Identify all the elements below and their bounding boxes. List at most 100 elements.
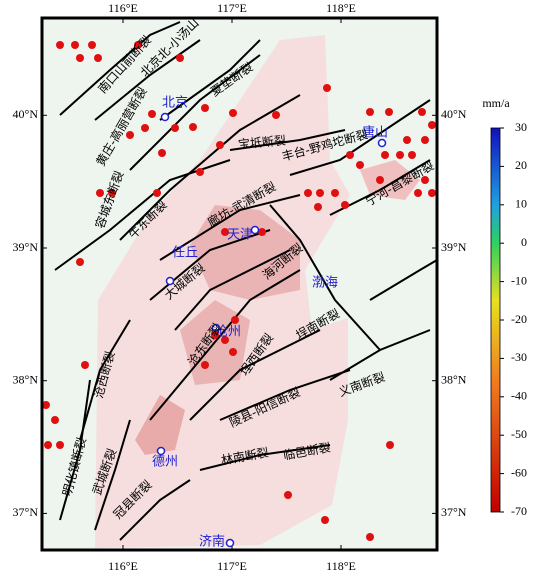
station-dot xyxy=(386,441,394,449)
city-label: 唐山 xyxy=(362,125,388,141)
colorbar-label: 0 xyxy=(521,235,527,249)
subsidence-area xyxy=(135,395,185,455)
station-dot xyxy=(304,189,312,197)
city-marker xyxy=(156,446,166,456)
station-dot xyxy=(428,121,436,129)
colorbar xyxy=(490,127,501,513)
station-dot xyxy=(376,176,384,184)
lon-label: 118°E xyxy=(326,1,356,15)
city-marker xyxy=(211,323,221,333)
colorbar-label: -20 xyxy=(511,312,527,326)
city-label: 北京 xyxy=(162,96,188,111)
map-frame xyxy=(40,16,439,552)
station-dot xyxy=(211,331,219,339)
station-dot xyxy=(44,441,52,449)
city-label: 济南 xyxy=(199,534,225,550)
subsidence-area xyxy=(190,205,300,300)
city-label: 任丘 xyxy=(172,246,198,261)
sea-label: 渤海 xyxy=(312,275,338,291)
station-dot xyxy=(216,141,224,149)
station-dot xyxy=(346,151,354,159)
city-label: 天津 xyxy=(227,228,253,243)
station-dot xyxy=(134,41,142,49)
station-dot xyxy=(201,104,209,112)
fault-lines xyxy=(54,21,438,541)
station-dot xyxy=(385,108,393,116)
station-dot xyxy=(396,151,404,159)
station-dot xyxy=(88,41,96,49)
lat-label: 39°N xyxy=(441,240,467,254)
station-dot xyxy=(201,361,209,369)
station-dot xyxy=(158,149,166,157)
station-dots xyxy=(42,41,436,541)
lon-label: 116°E xyxy=(108,1,138,15)
lon-label: 117°E xyxy=(217,559,247,573)
station-dot xyxy=(171,124,179,132)
station-dot xyxy=(316,189,324,197)
station-dot xyxy=(221,228,229,236)
station-dot xyxy=(284,491,292,499)
station-dot xyxy=(221,336,229,344)
station-dot xyxy=(231,316,239,324)
station-dot xyxy=(381,151,389,159)
station-dot xyxy=(323,84,331,92)
city-marker xyxy=(250,225,260,235)
lat-label: 40°N xyxy=(441,107,467,121)
lat-label: 38°N xyxy=(13,372,39,386)
colorbar-label: -70 xyxy=(511,504,527,518)
colorbar-label: -10 xyxy=(511,273,527,287)
station-dot xyxy=(272,111,280,119)
station-dot xyxy=(71,41,79,49)
station-dot xyxy=(314,203,322,211)
station-dot xyxy=(258,228,266,236)
station-dot xyxy=(153,189,161,197)
lon-label: 116°E xyxy=(108,559,138,573)
station-dot xyxy=(141,124,149,132)
station-dot xyxy=(421,136,429,144)
city-label: 沧州 xyxy=(215,324,241,340)
lat-label: 37°N xyxy=(441,505,467,519)
lon-label: 117°E xyxy=(217,1,247,15)
station-dot xyxy=(42,401,50,409)
station-dot xyxy=(229,348,237,356)
station-dot xyxy=(408,151,416,159)
station-dot xyxy=(428,189,436,197)
station-dot xyxy=(189,123,197,131)
station-dot xyxy=(341,201,349,209)
station-dot xyxy=(81,361,89,369)
station-dot xyxy=(356,161,364,169)
fault-label: 宝坻断裂 xyxy=(237,132,286,151)
colorbar-label: -60 xyxy=(511,465,527,479)
city-marker xyxy=(377,138,387,148)
station-dot xyxy=(108,189,116,197)
subsidence-area xyxy=(360,160,420,200)
lat-label: 37°N xyxy=(13,505,39,519)
station-dot xyxy=(94,54,102,62)
colorbar-label: 30 xyxy=(515,120,527,134)
colorbar-label: -30 xyxy=(511,350,527,364)
station-dot xyxy=(196,168,204,176)
lat-label: 38°N xyxy=(441,372,467,386)
lon-label: 118°E xyxy=(326,559,356,573)
colorbar-label: 10 xyxy=(515,197,527,211)
station-dot xyxy=(51,416,59,424)
colorbar-unit: mm/a xyxy=(482,96,510,110)
station-dot xyxy=(331,189,339,197)
colorbar-label: 20 xyxy=(515,158,527,172)
city-label: 德州 xyxy=(152,455,178,470)
station-dot xyxy=(76,54,84,62)
station-dot xyxy=(76,258,84,266)
city-marker xyxy=(165,276,175,286)
station-dot xyxy=(96,189,104,197)
station-dot xyxy=(366,108,374,116)
station-dot xyxy=(56,441,64,449)
station-dot xyxy=(56,41,64,49)
station-dot xyxy=(366,533,374,541)
station-dot xyxy=(148,110,156,118)
lat-label: 40°N xyxy=(13,107,39,121)
station-dot xyxy=(414,189,422,197)
colorbar-label: -50 xyxy=(511,427,527,441)
station-dot xyxy=(418,108,426,116)
colorbar-label: -40 xyxy=(511,389,527,403)
